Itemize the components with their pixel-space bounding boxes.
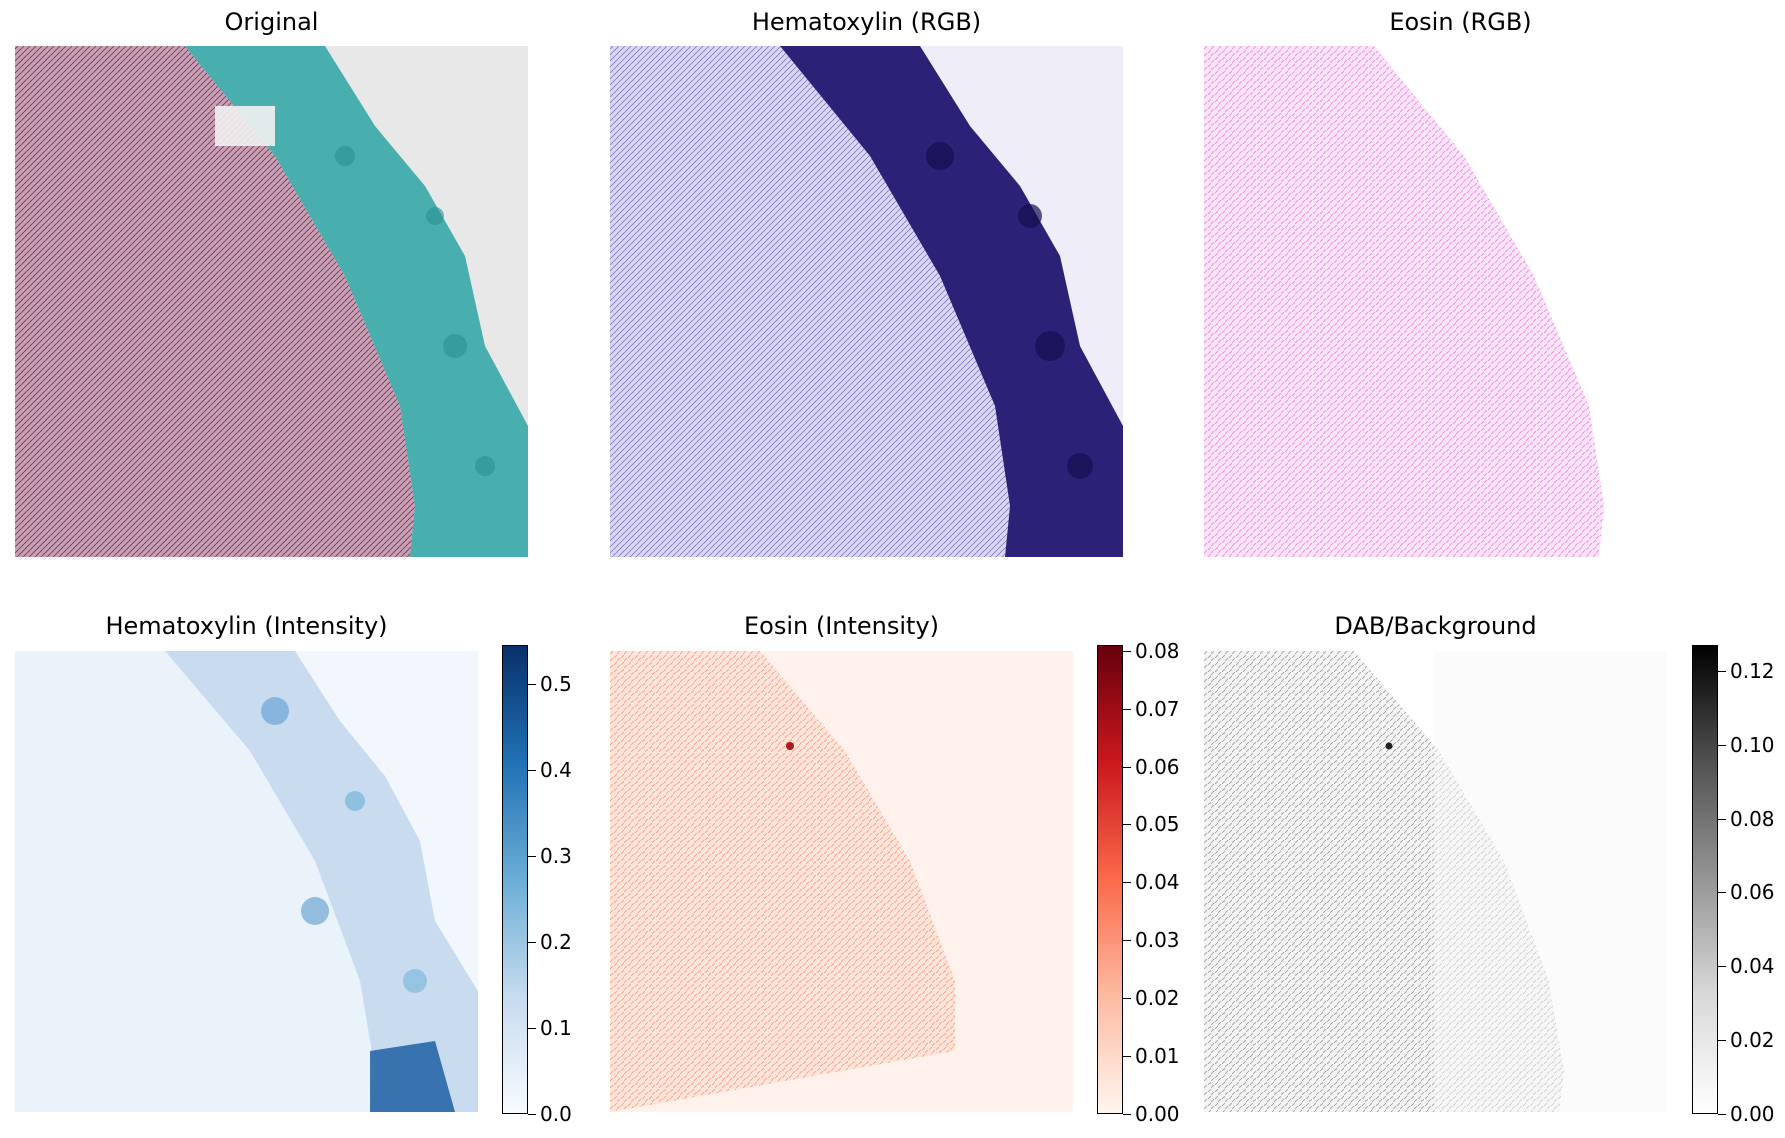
original-image [15,46,528,557]
panel-title-hematoxylin-rgb: Hematoxylin (RGB) [751,8,982,36]
panel-title-original: Original [224,8,319,36]
dab-colorbar-ticks: 0.00 0.02 0.04 0.06 0.08 0.10 0.12 [1718,645,1785,1126]
dab_background-colorbar-tick: 0.00 [1718,1102,1775,1126]
eosin_intensity-colorbar-tick: 0.00 [1123,1102,1180,1126]
panel-title-hematoxylin-intensity: Hematoxylin (Intensity) [105,612,388,640]
eosin-intensity-image [610,651,1073,1112]
eosin_intensity-colorbar-tick: 0.06 [1123,754,1180,779]
eosin-rgb-image [1204,46,1717,557]
panel-title-dab-background: DAB/Background [1334,612,1537,640]
panel-title-eosin-intensity: Eosin (Intensity) [743,612,940,640]
eosin_intensity-colorbar-tick: 0.04 [1123,870,1180,895]
hematoxylin-colorbar-ticks: 0.0 0.1 0.2 0.3 0.4 0.5 [528,645,600,1126]
dab_background-colorbar-tick: 0.10 [1718,732,1775,757]
dab_background-colorbar-tick: 0.04 [1718,954,1775,979]
eosin-colorbar-ticks: 0.00 0.01 0.02 0.03 0.04 0.05 0.06 0.07 0.08 [1123,639,1195,1126]
hema_intensity-colorbar-tick: 0.1 [528,1015,572,1040]
dab_background-colorbar-tick: 0.02 [1718,1028,1775,1053]
dab_background-colorbar-tick: 0.12 [1718,658,1775,683]
hema_intensity-colorbar-tick: 0.4 [528,757,572,782]
panel-title-eosin-rgb: Eosin (RGB) [1389,8,1532,36]
hematoxylin-intensity-image [15,651,478,1112]
eosin_intensity-colorbar-tick: 0.07 [1123,696,1180,721]
eosin_intensity-colorbar-tick: 0.01 [1123,1044,1180,1069]
hema_intensity-colorbar-tick: 0.2 [528,929,572,954]
hema_intensity-colorbar-tick: 0.3 [528,843,572,868]
eosin-colorbar [1097,645,1123,1114]
eosin_intensity-colorbar-tick: 0.05 [1123,812,1180,837]
eosin_intensity-colorbar-tick: 0.03 [1123,928,1180,953]
dab_background-colorbar-tick: 0.06 [1718,880,1775,905]
dab-colorbar [1692,645,1718,1114]
hema_intensity-colorbar-tick: 0.5 [528,671,572,696]
dab_background-colorbar-tick: 0.08 [1718,806,1775,831]
hematoxylin-colorbar [502,645,528,1114]
dab-background-image [1204,651,1667,1112]
eosin_intensity-colorbar-tick: 0.08 [1123,638,1180,663]
hema_intensity-colorbar-tick: 0.0 [528,1102,572,1126]
eosin_intensity-colorbar-tick: 0.02 [1123,986,1180,1011]
hematoxylin-rgb-image [610,46,1123,557]
